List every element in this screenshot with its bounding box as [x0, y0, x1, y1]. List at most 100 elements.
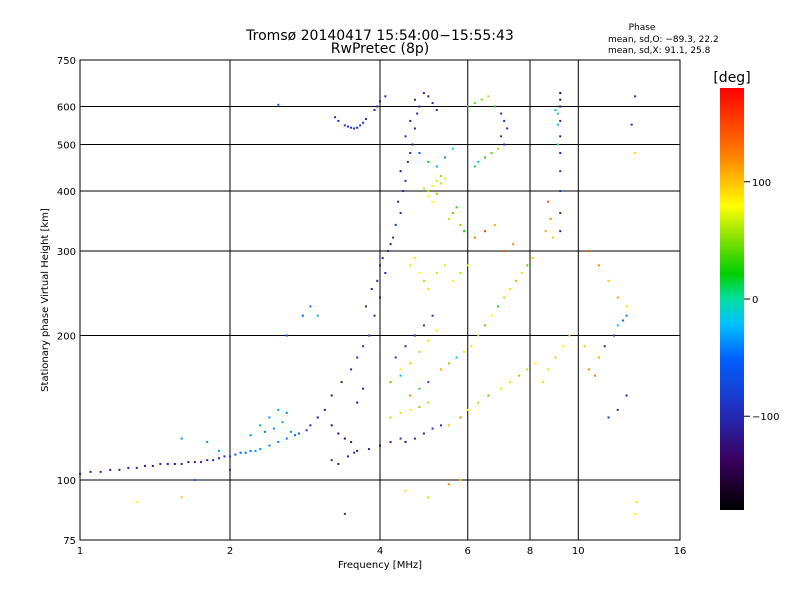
- data-point: [509, 381, 512, 384]
- data-point: [381, 257, 384, 260]
- data-point: [556, 123, 559, 126]
- data-point: [301, 314, 304, 317]
- data-point: [443, 177, 446, 180]
- data-point: [490, 152, 493, 155]
- data-point: [206, 459, 209, 462]
- data-point: [554, 356, 557, 359]
- data-point: [616, 296, 619, 299]
- data-point: [435, 329, 438, 332]
- data-point: [334, 116, 337, 119]
- data-point: [367, 334, 370, 337]
- data-point: [526, 368, 529, 371]
- data-point: [427, 381, 430, 384]
- data-point: [180, 437, 183, 440]
- data-point: [583, 345, 586, 348]
- data-point: [409, 408, 412, 411]
- data-point: [496, 147, 499, 150]
- data-point: [607, 416, 610, 419]
- data-points: [79, 92, 638, 515]
- data-point: [411, 143, 414, 146]
- data-point: [451, 147, 454, 150]
- data-point: [244, 451, 247, 454]
- data-point: [515, 279, 518, 282]
- data-point: [89, 470, 92, 473]
- y-tick-label: 100: [57, 476, 76, 487]
- data-point: [402, 190, 405, 193]
- data-point: [477, 160, 480, 163]
- data-point: [459, 223, 462, 226]
- data-point: [263, 430, 266, 433]
- data-point: [362, 121, 365, 124]
- data-point: [404, 345, 407, 348]
- colorbar-tick-label: −100: [752, 412, 779, 423]
- data-point: [316, 416, 319, 419]
- data-point: [455, 356, 458, 359]
- data-point: [409, 264, 412, 267]
- data-point: [506, 127, 509, 130]
- x-tick-label: 16: [674, 546, 687, 557]
- data-point: [635, 500, 638, 503]
- data-point: [362, 345, 365, 348]
- data-point: [496, 305, 499, 308]
- data-point: [350, 441, 353, 444]
- x-axis-label: Frequency [MHz]: [338, 560, 422, 571]
- data-point: [634, 152, 637, 155]
- data-point: [559, 212, 562, 215]
- data-point: [477, 334, 480, 337]
- data-point: [534, 362, 537, 365]
- data-point: [404, 179, 407, 182]
- data-point: [379, 444, 381, 447]
- data-point: [394, 356, 397, 359]
- data-point: [200, 461, 203, 464]
- data-point: [559, 170, 562, 173]
- data-point: [330, 424, 333, 427]
- data-point: [559, 230, 562, 233]
- colorbar-ticks: 100 0 −100: [744, 178, 779, 423]
- colorbar: [720, 88, 744, 510]
- data-point: [406, 160, 409, 163]
- data-point: [397, 200, 400, 203]
- data-point: [597, 356, 600, 359]
- colorbar-tick-label: 100: [752, 178, 771, 189]
- data-point: [547, 368, 550, 371]
- data-point: [455, 206, 458, 209]
- data-point: [356, 449, 359, 452]
- grid: [80, 60, 680, 540]
- y-tick-label: 200: [57, 332, 76, 343]
- data-point: [517, 374, 520, 377]
- data-point: [193, 479, 196, 482]
- y-tick-label: 400: [57, 187, 76, 198]
- data-point: [559, 152, 562, 155]
- data-point: [187, 461, 190, 464]
- data-point: [268, 416, 271, 419]
- data-point: [422, 432, 425, 435]
- data-point: [487, 394, 490, 397]
- data-point: [422, 92, 425, 95]
- data-point: [439, 174, 442, 177]
- data-point: [206, 441, 209, 444]
- data-point: [630, 123, 633, 126]
- data-point: [337, 119, 340, 122]
- data-point: [370, 288, 373, 291]
- data-point: [305, 429, 308, 432]
- data-point: [384, 95, 387, 98]
- data-point: [367, 448, 370, 451]
- data-point: [135, 466, 138, 469]
- data-point: [285, 334, 288, 337]
- data-point: [427, 95, 430, 98]
- data-point: [597, 264, 600, 267]
- data-point: [447, 483, 450, 486]
- data-point: [439, 368, 442, 371]
- data-point: [593, 374, 596, 377]
- data-point: [503, 250, 506, 253]
- data-point: [239, 451, 242, 454]
- data-point: [399, 411, 402, 414]
- data-point: [559, 190, 562, 193]
- chart-title: Tromsø 20140417 15:54:00−15:55:43: [245, 28, 514, 44]
- data-point: [413, 437, 416, 440]
- data-point: [389, 441, 392, 444]
- data-point: [285, 411, 288, 414]
- data-point: [463, 350, 466, 353]
- data-point: [151, 464, 154, 467]
- data-point: [470, 345, 473, 348]
